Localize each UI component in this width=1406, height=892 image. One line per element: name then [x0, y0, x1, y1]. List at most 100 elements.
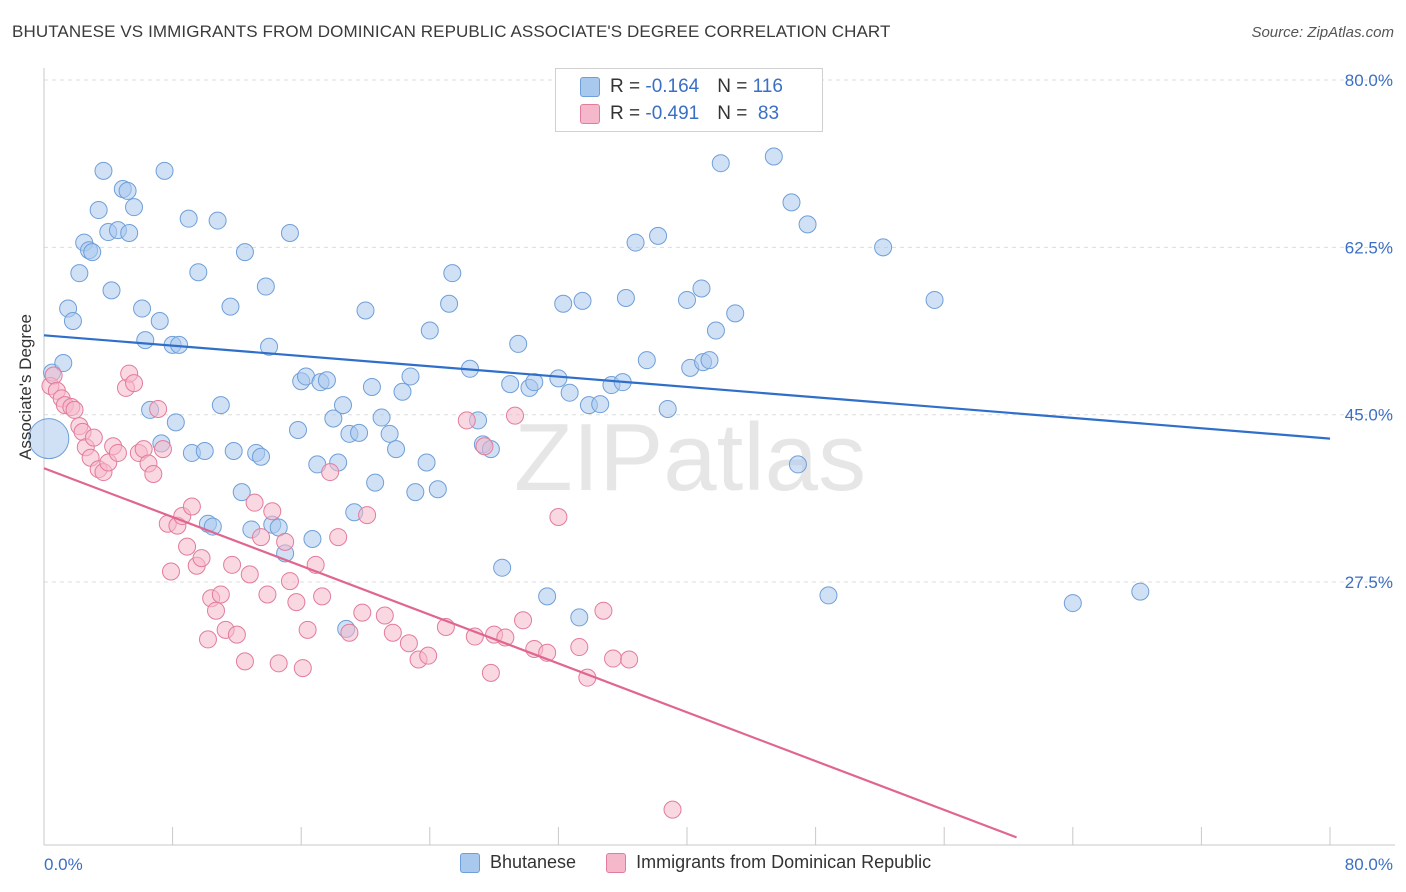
- dominican-point: [207, 601, 226, 620]
- dominican-point: [161, 562, 180, 581]
- dominican-point: [340, 623, 359, 642]
- dominican-point: [44, 366, 63, 385]
- dominican-point: [399, 634, 418, 653]
- dominican-point: [258, 585, 277, 604]
- bhutanese-point: [195, 442, 214, 461]
- legend-label: Bhutanese: [490, 852, 577, 872]
- dominican-point: [192, 549, 211, 568]
- dominican-point: [383, 623, 402, 642]
- dominican-point: [252, 528, 271, 547]
- bhutanese-point: [211, 396, 230, 415]
- dominican-legend-swatch: [606, 852, 627, 873]
- dominican-point: [223, 555, 242, 574]
- bhutanese-point: [155, 161, 174, 180]
- bhutanese-point: [136, 331, 155, 350]
- watermark: ZIPatlas: [514, 404, 866, 511]
- dominican-point: [269, 654, 288, 673]
- bhutanese-point: [788, 455, 807, 474]
- dominican-trend-line: [43, 467, 1017, 839]
- dominican-point: [125, 374, 144, 393]
- stats-legend: R = -0.164 N = 116 R = -0.491 N = 83: [555, 68, 823, 132]
- bhutanese-point: [235, 243, 254, 262]
- tick-labels: 80.0% 62.5% 45.0% 27.5% 0.0% 80.0%: [44, 71, 1393, 874]
- series-legend: Bhutanese Immigrants from Dominican Repu…: [460, 852, 961, 873]
- bhutanese-point: [637, 351, 656, 370]
- y-tick-label: 80.0%: [1345, 71, 1393, 90]
- dominican-point: [240, 565, 259, 584]
- dominican-point: [149, 399, 168, 418]
- bhutanese-point: [626, 233, 645, 252]
- bhutanese-point: [782, 193, 801, 212]
- bhutanese-legend-swatch: [460, 852, 480, 873]
- bhutanese-point: [798, 215, 817, 234]
- bhutanese-point: [260, 337, 279, 356]
- legend-item-bhutanese[interactable]: Bhutanese: [460, 852, 576, 873]
- bhutanese-point: [208, 211, 227, 230]
- dominican-swatch: [580, 104, 600, 124]
- n-value: 116: [752, 76, 783, 97]
- dominican-point: [65, 400, 84, 419]
- bhutanese-point: [89, 201, 108, 220]
- dominican-point: [276, 532, 295, 551]
- bhutanese-point: [700, 351, 719, 370]
- dominican-point: [481, 663, 500, 682]
- bhutanese-point: [280, 224, 299, 242]
- trend-lines: [43, 334, 1331, 839]
- bhutanese-point: [616, 289, 635, 308]
- stats-row-dominican: R = -0.491 N = 83: [580, 102, 779, 126]
- dominican-point: [144, 464, 163, 483]
- dominican-point: [211, 585, 230, 604]
- bhutanese-point: [118, 181, 137, 200]
- dominican-point: [604, 649, 623, 668]
- bhutanese-point: [591, 395, 610, 414]
- dominican-point: [321, 463, 340, 482]
- n-label: N =: [717, 103, 753, 124]
- dominican-point: [298, 620, 317, 639]
- bhutanese-point: [678, 290, 696, 309]
- y-tick-label: 27.5%: [1345, 573, 1393, 592]
- bhutanese-point: [501, 375, 520, 394]
- chart-source: Source: ZipAtlas.com: [1251, 24, 1394, 41]
- y-tick-label: 45.0%: [1345, 406, 1393, 425]
- dominican-point: [594, 601, 613, 620]
- dominican-point: [663, 800, 682, 819]
- r-value: -0.164: [645, 76, 700, 97]
- bhutanese-point: [538, 587, 557, 606]
- dominican-points: [41, 364, 682, 819]
- dominican-point: [287, 593, 306, 612]
- dominican-point: [245, 493, 264, 512]
- bhutanese-point: [401, 367, 420, 386]
- r-value: -0.491: [645, 103, 700, 124]
- bhutanese-point: [179, 209, 198, 228]
- dominican-point: [235, 652, 254, 671]
- bhutanese-point: [1063, 594, 1082, 613]
- bhutanese-point: [63, 311, 82, 330]
- dominican-point: [313, 587, 332, 606]
- bhutanese-point: [692, 279, 711, 298]
- bhutanese-point: [711, 154, 730, 173]
- dominican-point: [505, 406, 524, 425]
- dominican-point: [570, 638, 589, 657]
- bhutanese-point: [366, 473, 385, 492]
- dominican-point: [84, 428, 103, 447]
- bhutanese-point: [303, 530, 322, 548]
- r-label: R =: [610, 103, 646, 124]
- chart-title: BHUTANESE VS IMMIGRANTS FROM DOMINICAN R…: [12, 22, 891, 41]
- r-label: R =: [610, 76, 646, 97]
- legend-item-dominican[interactable]: Immigrants from Dominican Republic: [606, 852, 931, 873]
- bhutanese-point: [493, 558, 512, 577]
- legend-label: Immigrants from Dominican Republic: [636, 852, 932, 872]
- dominican-point: [178, 537, 197, 556]
- dominican-point: [353, 603, 372, 622]
- bhutanese-point: [256, 277, 275, 296]
- bhutanese-point: [554, 294, 573, 313]
- bhutanese-point: [133, 299, 152, 318]
- bhutanese-point: [252, 447, 271, 466]
- bhutanese-point: [28, 418, 70, 460]
- dominican-point: [280, 572, 299, 591]
- bhutanese-point: [925, 290, 944, 309]
- bhutanese-point: [54, 354, 73, 373]
- dominican-point: [293, 659, 312, 678]
- bhutanese-point: [387, 440, 406, 459]
